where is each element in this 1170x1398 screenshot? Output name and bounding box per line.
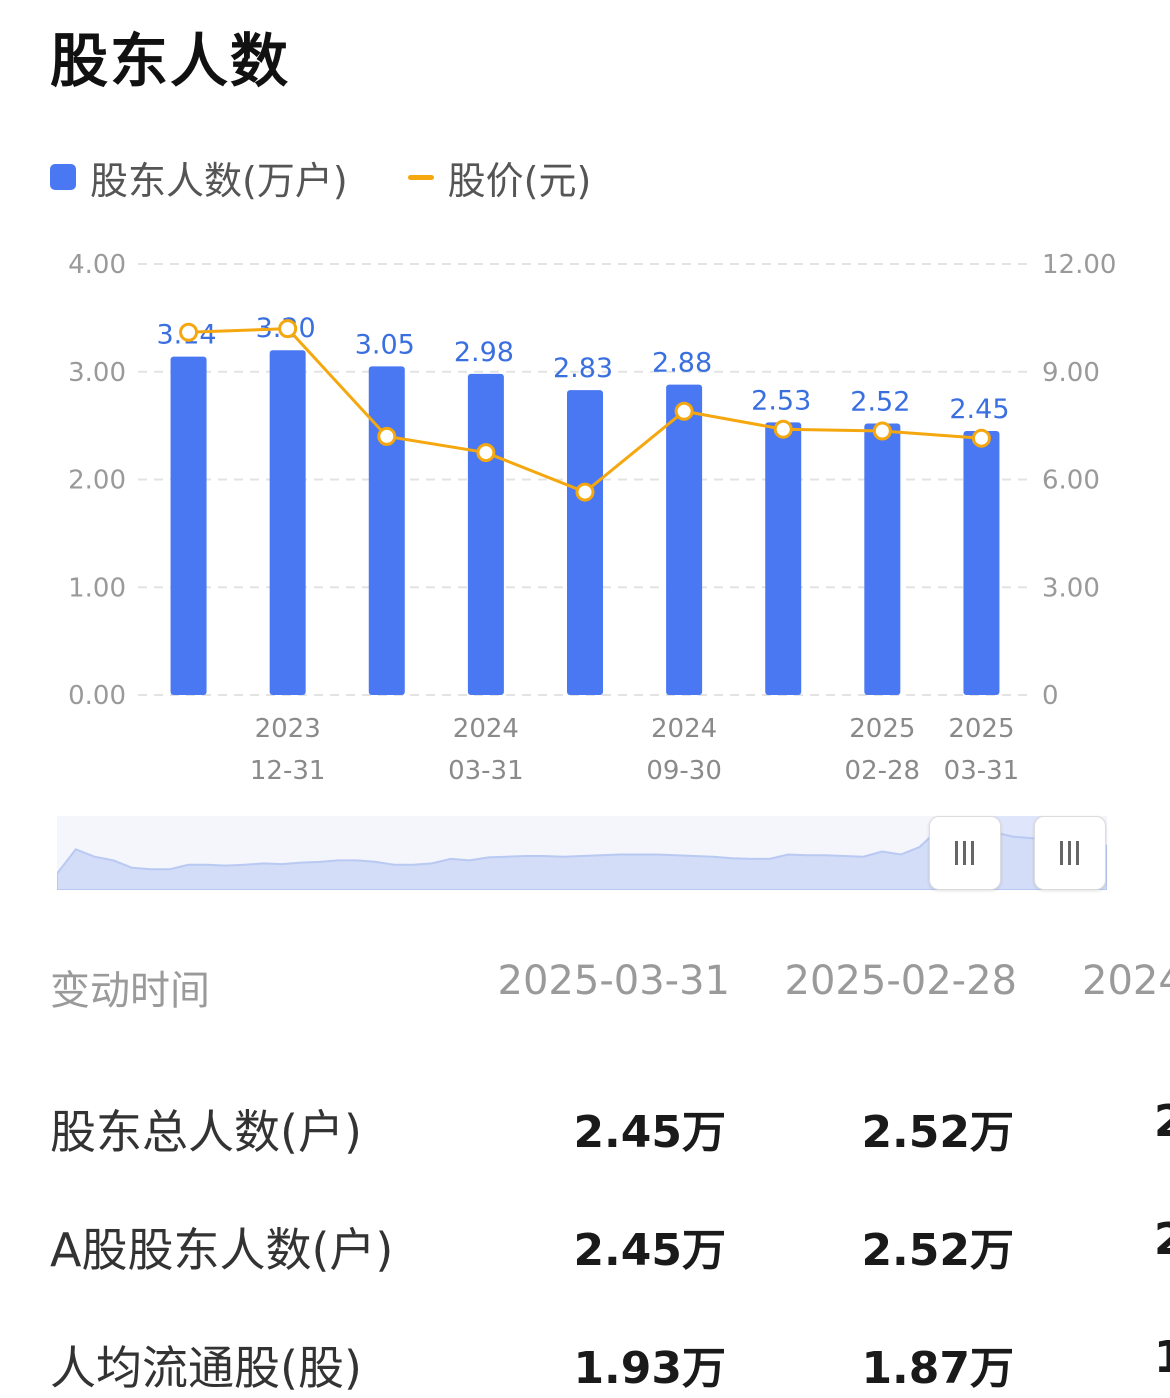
legend-item-shareholders[interactable]: 股东人数(万户): [50, 150, 348, 205]
shareholder-chart[interactable]: 0.00 1.00 2.00 3.00 4.00 0 3.00 6.00 9.00 12.00 3.…: [0, 230, 1170, 790]
table-cell: 2.45万: [573, 1225, 726, 1276]
legend-item-price[interactable]: 股价(元): [407, 150, 592, 205]
bar[interactable]: [963, 431, 1000, 695]
x-tick-date: 03-31: [944, 756, 1020, 786]
x-tick-date: 12-31: [250, 756, 326, 786]
y-left-tick-label: 0.00: [68, 681, 126, 711]
bar-swatch-icon: [50, 164, 76, 190]
price-point[interactable]: [773, 419, 793, 439]
bar-value-label: 2.52: [850, 386, 910, 417]
page-title: 股东人数: [50, 27, 291, 95]
y-right-tick-label: 6.00: [1042, 466, 1100, 496]
table-cell: 2.52万: [861, 1225, 1014, 1276]
price-point[interactable]: [575, 482, 595, 502]
chart-navigator[interactable]: [56, 816, 1108, 891]
table-cell: 1.87万: [861, 1343, 1014, 1394]
x-tick-date: 09-30: [646, 756, 722, 786]
y-left-tick-label: 1.00: [68, 573, 126, 603]
x-tick-date: 03-31: [448, 756, 524, 786]
table-cell: 2: [1154, 1096, 1170, 1147]
price-point[interactable]: [377, 426, 397, 446]
bar-value-label: 2.98: [454, 337, 514, 368]
line-swatch-icon: [407, 174, 434, 180]
chart-legend: 股东人数(万户) 股价(元): [50, 150, 651, 205]
grip-icon: [955, 841, 974, 865]
price-point[interactable]: [971, 428, 991, 448]
table-cell: 1.93万: [573, 1343, 726, 1394]
bar[interactable]: [170, 356, 207, 695]
column-header: 2024: [1082, 958, 1170, 1004]
row-label: A股股东人数(户): [50, 1223, 394, 1277]
navigator-right-handle[interactable]: [1034, 816, 1106, 890]
price-point[interactable]: [674, 401, 694, 421]
bar-value-label: 2.53: [751, 385, 811, 416]
y-left-tick-label: 3.00: [68, 358, 126, 388]
grip-icon: [1060, 841, 1079, 865]
bar[interactable]: [567, 390, 603, 695]
table-row: 股东总人数(户) 2.45万 2.52万 2: [50, 1010, 1170, 1159]
table-row: 人均流通股(股) 1.93万 1.87万 1: [50, 1246, 1170, 1395]
bar[interactable]: [765, 422, 802, 695]
bar[interactable]: [269, 350, 306, 695]
y-right-tick-label: 3.00: [1042, 573, 1100, 603]
y-right-tick-label: 0: [1042, 681, 1059, 711]
x-tick-year: 2024: [453, 714, 519, 744]
header-label: 变动时间: [50, 968, 210, 1014]
x-tick-date: 02-28: [845, 756, 921, 786]
bar-value-label: 2.45: [949, 394, 1009, 425]
price-point[interactable]: [872, 421, 892, 441]
row-label: 股东总人数(户): [50, 1105, 362, 1159]
column-header: 2025-03-31: [497, 958, 730, 1004]
table-row: A股股东人数(户) 2.45万 2.52万 2: [50, 1128, 1170, 1277]
y-left-tick-label: 2.00: [68, 466, 126, 496]
legend-label-shareholders: 股东人数(万户): [90, 158, 348, 203]
bar-value-label: 2.83: [553, 353, 613, 384]
bar[interactable]: [467, 373, 504, 695]
x-tick-year: 2025: [849, 714, 915, 744]
x-tick-year: 2024: [651, 714, 717, 744]
legend-label-price: 股价(元): [447, 158, 592, 203]
bar-value-label: 3.05: [355, 329, 415, 360]
table-cell: 2.52万: [861, 1107, 1014, 1158]
row-label: 人均流通股(股): [50, 1341, 362, 1395]
table-header-row: 变动时间 2025-03-31 2025-02-28 2024: [50, 952, 1170, 1014]
table-cell: 2.45万: [573, 1107, 726, 1158]
y-right-tick-label: 9.00: [1042, 358, 1100, 388]
table-cell: 1: [1154, 1332, 1170, 1383]
price-point[interactable]: [278, 319, 298, 339]
bar[interactable]: [864, 423, 901, 695]
y-right-tick-label: 12.00: [1042, 250, 1116, 280]
bar[interactable]: [666, 384, 703, 695]
shareholder-table: 变动时间 2025-03-31 2025-02-28 2024 股东总人数(户)…: [50, 952, 1170, 1395]
navigator-left-handle[interactable]: [929, 816, 1001, 890]
x-tick-year: 2025: [948, 714, 1014, 744]
y-left-tick-label: 4.00: [68, 250, 126, 280]
price-point[interactable]: [179, 322, 199, 342]
bar-value-label: 2.88: [652, 348, 712, 379]
table-cell: 2: [1154, 1214, 1170, 1265]
price-point[interactable]: [476, 443, 496, 463]
x-tick-year: 2023: [255, 714, 321, 744]
bar[interactable]: [368, 366, 405, 695]
column-header: 2025-02-28: [784, 958, 1017, 1004]
